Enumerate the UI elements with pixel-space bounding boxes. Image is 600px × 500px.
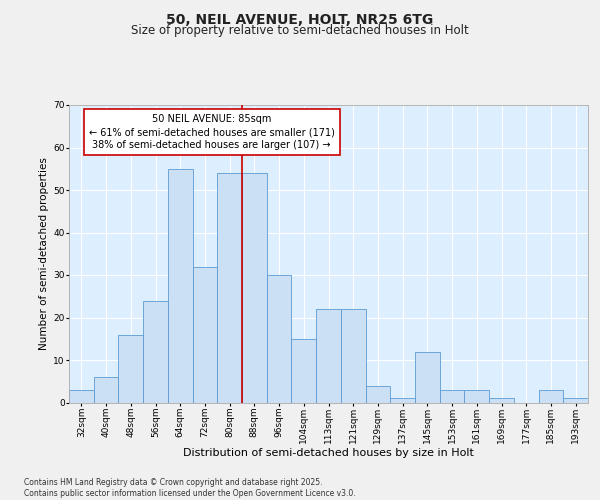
Bar xyxy=(365,386,390,402)
Text: Size of property relative to semi-detached houses in Holt: Size of property relative to semi-detach… xyxy=(131,24,469,37)
Text: 50 NEIL AVENUE: 85sqm
← 61% of semi-detached houses are smaller (171)
38% of sem: 50 NEIL AVENUE: 85sqm ← 61% of semi-deta… xyxy=(89,114,335,150)
Bar xyxy=(143,300,168,402)
Bar xyxy=(539,390,563,402)
Bar xyxy=(464,390,489,402)
Bar xyxy=(563,398,588,402)
Bar xyxy=(292,339,316,402)
Bar xyxy=(341,309,365,402)
Bar xyxy=(267,275,292,402)
Y-axis label: Number of semi-detached properties: Number of semi-detached properties xyxy=(39,158,49,350)
Bar xyxy=(193,266,217,402)
Bar xyxy=(168,169,193,402)
Text: Distribution of semi-detached houses by size in Holt: Distribution of semi-detached houses by … xyxy=(184,448,474,458)
Bar xyxy=(242,173,267,402)
Text: 50, NEIL AVENUE, HOLT, NR25 6TG: 50, NEIL AVENUE, HOLT, NR25 6TG xyxy=(166,12,434,26)
Text: Contains HM Land Registry data © Crown copyright and database right 2025.
Contai: Contains HM Land Registry data © Crown c… xyxy=(24,478,356,498)
Bar xyxy=(316,309,341,402)
Bar xyxy=(489,398,514,402)
Bar xyxy=(94,377,118,402)
Bar xyxy=(440,390,464,402)
Bar xyxy=(217,173,242,402)
Bar xyxy=(69,390,94,402)
Bar xyxy=(390,398,415,402)
Bar xyxy=(118,334,143,402)
Bar xyxy=(415,352,440,403)
